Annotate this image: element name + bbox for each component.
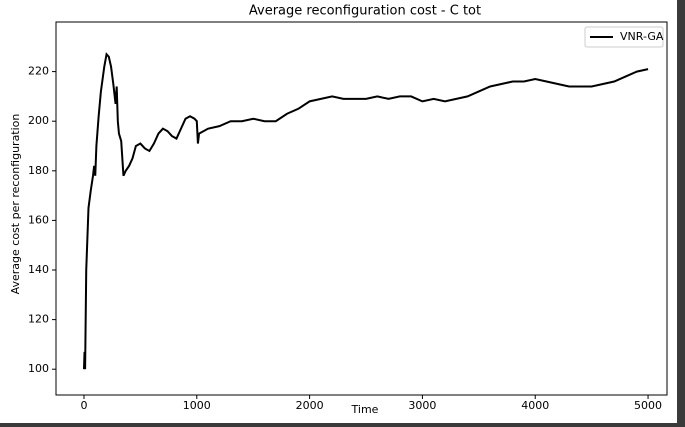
x-tick-label: 2000 [296, 399, 324, 412]
line [82, 52, 649, 370]
x-tick-label: 4000 [521, 399, 549, 412]
plot-frame [55, 21, 668, 396]
x-axis-label: Time [351, 403, 379, 416]
y-tick-label: 180 [28, 164, 49, 177]
y-tick-label: 100 [28, 362, 49, 375]
chart-title: Average reconfiguration cost - C tot [249, 4, 481, 19]
legend-label: VNR-GA [620, 30, 664, 43]
y-axis-label: Average cost per reconfiguration [9, 114, 22, 295]
y-tick-label: 220 [28, 65, 49, 78]
legend-box [584, 26, 664, 48]
x-tick-label: 5000 [634, 399, 662, 412]
y-tick-label: 140 [28, 263, 49, 276]
frame-bottom [0, 423, 685, 427]
y-tick-label: 160 [28, 213, 49, 226]
frame-right [677, 0, 685, 427]
x-tick-label: 1000 [183, 399, 211, 412]
x-tick-label: 0 [80, 399, 87, 412]
x-tick-label: 3000 [408, 399, 436, 412]
y-tick-label: 200 [28, 114, 49, 127]
y-tick-label: 120 [28, 313, 49, 326]
